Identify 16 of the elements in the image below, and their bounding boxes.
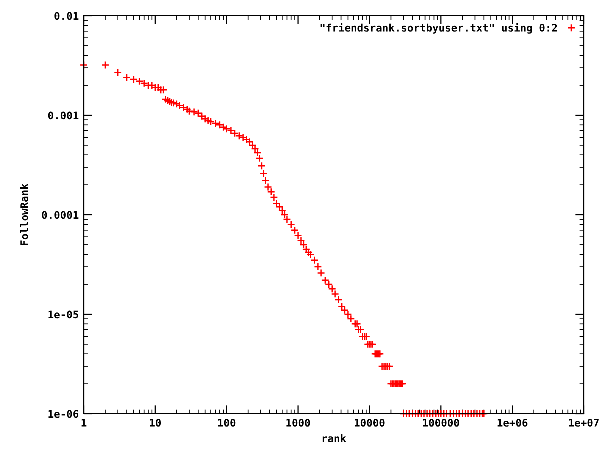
legend-label: "friendsrank.sortbyuser.txt" using 0:2 — [320, 23, 558, 34]
x-tick-label: 10 — [150, 419, 162, 427]
x-tick-label: 1e+06 — [498, 419, 528, 427]
y-axis-title: FollowRank — [20, 184, 28, 246]
x-tick-label: 1 — [82, 419, 87, 427]
y-tick-label: 0.0001 — [42, 211, 79, 220]
y-tick-label: 0.001 — [48, 112, 79, 120]
x-tick-label: 10000 — [354, 419, 385, 427]
y-tick-label: 0.01 — [54, 12, 79, 20]
x-tick-label: 100000 — [423, 419, 460, 427]
x-tick-label: 1000 — [286, 419, 310, 427]
x-tick-label: 100 — [218, 419, 236, 427]
x-axis-title: rank — [322, 434, 346, 443]
x-tick-label: 1e+07 — [569, 419, 599, 427]
y-tick-label: 1e-06 — [48, 410, 79, 418]
y-tick-label: 1e-05 — [48, 310, 78, 319]
